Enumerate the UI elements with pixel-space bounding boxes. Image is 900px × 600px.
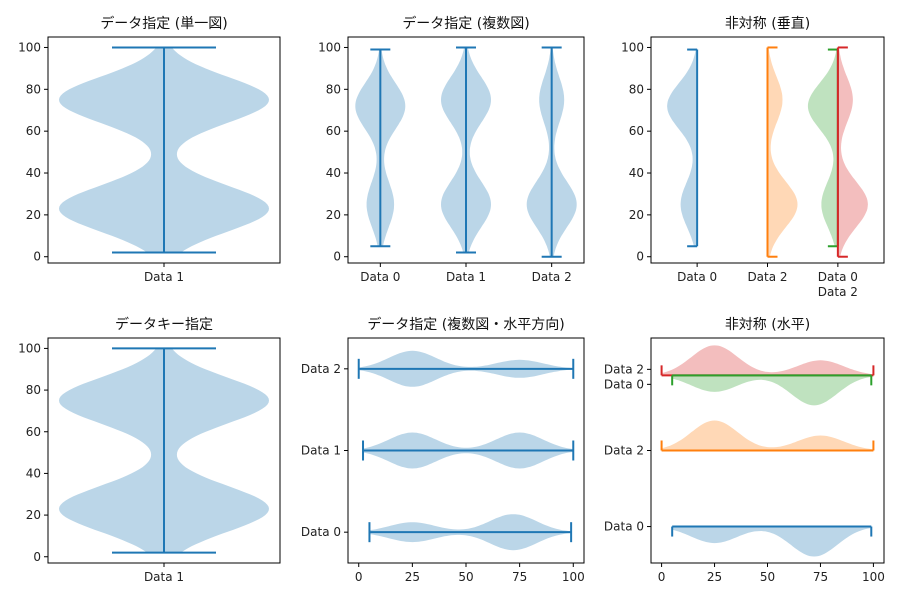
y-tick-label: 40 xyxy=(629,166,644,180)
x-tick-label: 0 xyxy=(355,570,363,584)
y-tick-label: 0 xyxy=(33,550,41,564)
y-tick-label: Data 0 xyxy=(604,520,644,534)
violin-body xyxy=(672,375,872,406)
violin-body xyxy=(672,526,872,557)
violin-body xyxy=(661,420,874,451)
chart-panel-1: データ指定 (単一図) 0 20 40 60 80 100 Data 1 xyxy=(18,15,281,284)
y-tick-label: 60 xyxy=(629,124,644,138)
y-tick-label: 100 xyxy=(621,40,644,54)
y-tick-label: 60 xyxy=(26,425,41,439)
y-tick-label: 20 xyxy=(26,208,41,222)
x-tick-label: Data 1 xyxy=(144,570,184,584)
violin-body xyxy=(667,49,698,247)
x-tick-label: Data 2 xyxy=(532,270,572,284)
y-tick-label: 80 xyxy=(326,82,341,96)
y-tick-label: 60 xyxy=(326,124,341,138)
chart-title: 非対称 (垂直) xyxy=(725,15,810,32)
violin-body xyxy=(661,345,874,376)
x-tick-label: 75 xyxy=(813,570,828,584)
y-tick-label: 80 xyxy=(629,82,644,96)
x-tick-label: Data 0 xyxy=(818,270,858,284)
y-tick-label: 80 xyxy=(26,383,41,397)
y-tick-label: 0 xyxy=(33,250,41,264)
x-tick-label: 0 xyxy=(658,570,666,584)
y-tick-label: 20 xyxy=(26,508,41,522)
y-tick-label: Data 0 xyxy=(604,377,644,391)
x-tick-label: Data 1 xyxy=(446,270,486,284)
x-tick-label: 75 xyxy=(512,570,527,584)
chart-panel-4: データキー指定 0 20 40 60 80 100 Data 1 xyxy=(18,316,281,584)
x-tick-label: 50 xyxy=(458,570,473,584)
x-tick-label: Data 0 xyxy=(360,270,400,284)
chart-title: 非対称 (水平) xyxy=(725,317,810,333)
x-tick-label: 100 xyxy=(562,570,585,584)
chart-panel-2: データ指定 (複数図) 0 20 40 60 80 100 Data 0 Data 1 Data … xyxy=(318,15,585,284)
x-tick-label: 50 xyxy=(760,570,775,584)
y-tick-label: 100 xyxy=(318,40,341,54)
violin-body xyxy=(837,47,868,257)
violin-body xyxy=(767,47,798,257)
x-tick-label: Data 0 xyxy=(677,270,717,284)
y-tick-label: 60 xyxy=(26,124,41,138)
chart-panel-5: データ指定 (複数図・水平方向) 0 25 50 75 100 Data 0 Data 1 Da… xyxy=(301,316,585,584)
chart-title: データ指定 (複数図・水平方向) xyxy=(367,316,564,333)
y-tick-label: 0 xyxy=(333,250,341,264)
x-tick-label: Data 2 xyxy=(747,270,787,284)
y-tick-label: Data 1 xyxy=(301,444,341,458)
y-tick-label: Data 2 xyxy=(301,362,341,376)
y-tick-label: 20 xyxy=(629,208,644,222)
y-tick-label: 100 xyxy=(18,40,41,54)
y-tick-label: 40 xyxy=(326,166,341,180)
y-tick-label: Data 2 xyxy=(604,362,644,376)
x-tick-label: 25 xyxy=(707,570,722,584)
y-tick-label: 80 xyxy=(26,82,41,96)
chart-title: データ指定 (単一図) xyxy=(100,15,227,32)
x-tick-label: Data 1 xyxy=(144,270,184,284)
y-tick-label: 20 xyxy=(326,208,341,222)
x-tick-label: 25 xyxy=(405,570,420,584)
y-tick-label: 0 xyxy=(636,250,644,264)
violin-body xyxy=(807,49,838,247)
y-tick-label: Data 0 xyxy=(301,525,341,539)
chart-title: データキー指定 xyxy=(115,316,213,333)
y-tick-label: 40 xyxy=(26,166,41,180)
x-tick-label: Data 2 xyxy=(818,285,858,299)
x-tick-label: 100 xyxy=(862,570,885,584)
chart-title: データ指定 (複数図) xyxy=(402,15,529,32)
y-tick-label: Data 2 xyxy=(604,444,644,458)
y-tick-label: 100 xyxy=(18,341,41,355)
y-tick-label: 40 xyxy=(26,466,41,480)
